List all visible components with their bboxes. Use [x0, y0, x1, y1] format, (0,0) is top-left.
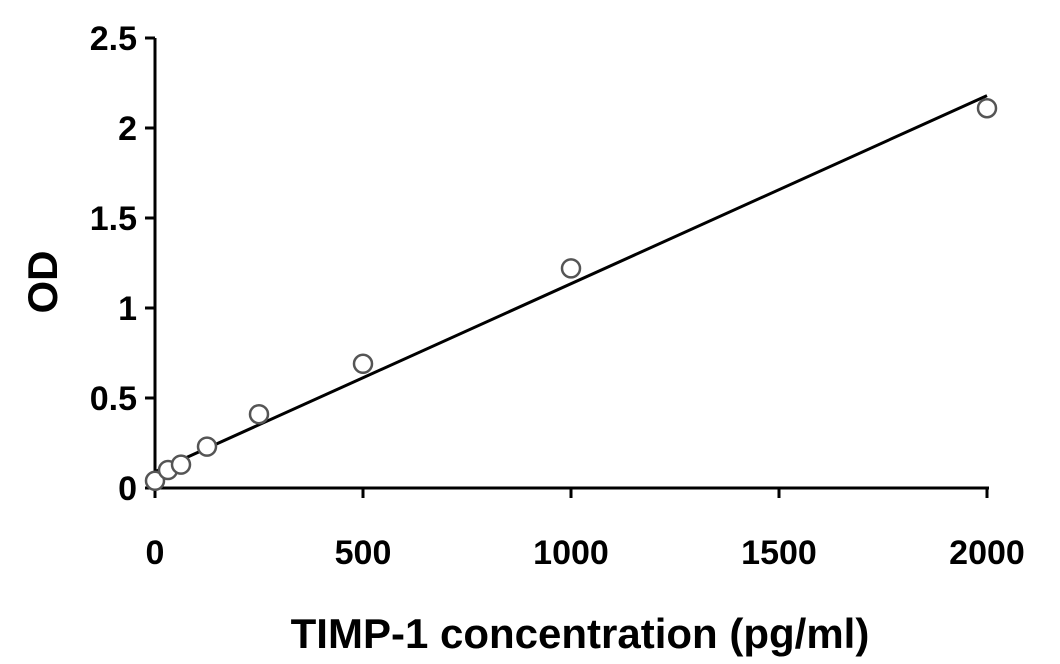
- x-tick-label: 500: [335, 534, 392, 572]
- y-axis-title: OD: [19, 251, 66, 314]
- y-tick-label: 2.5: [90, 20, 137, 58]
- data-point: [144, 470, 166, 492]
- y-tick-label: 2: [118, 110, 137, 148]
- x-tick-label: 1000: [533, 534, 609, 572]
- y-tick-label: 1: [118, 290, 137, 328]
- x-axis-ticks: 0 500 1000 1500 2000: [146, 488, 1025, 572]
- y-axis-ticks: 0 0.5 1 1.5 2 2.5: [90, 20, 155, 508]
- y-tick-label: 1.5: [90, 200, 137, 238]
- data-points: [144, 97, 998, 492]
- data-point: [248, 403, 270, 425]
- x-tick-label: 2000: [949, 534, 1025, 572]
- x-axis-title: TIMP-1 concentration (pg/ml): [291, 610, 870, 657]
- x-tick-label: 1500: [741, 534, 817, 572]
- trendline: [154, 94, 988, 474]
- trendline-group: [154, 94, 988, 474]
- data-point: [560, 258, 582, 279]
- y-tick-label: 0.5: [90, 380, 137, 418]
- data-point: [352, 353, 374, 375]
- data-point: [196, 436, 218, 457]
- data-point: [170, 454, 192, 475]
- x-tick-label: 0: [146, 534, 165, 572]
- data-point: [976, 97, 998, 119]
- y-tick-label: 0: [118, 470, 137, 508]
